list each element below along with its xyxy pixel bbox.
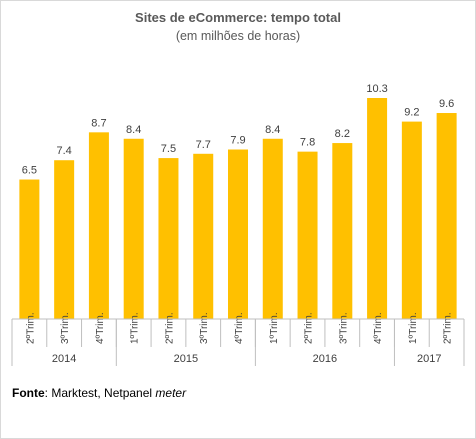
bar bbox=[88, 132, 109, 319]
bar bbox=[332, 143, 353, 319]
value-label: 10.3 bbox=[366, 83, 387, 95]
bar bbox=[297, 151, 318, 319]
value-label: 9.2 bbox=[404, 107, 419, 119]
source-separator: : bbox=[44, 386, 49, 400]
source-text: Marktest, Netpanel bbox=[48, 386, 156, 400]
category-label: 3ºTrim. bbox=[338, 312, 349, 344]
year-label: 2015 bbox=[174, 353, 198, 365]
bar bbox=[367, 98, 388, 319]
category-label: 4ºTrim. bbox=[95, 312, 106, 344]
value-label: 9.6 bbox=[439, 98, 454, 110]
value-label: 7.5 bbox=[161, 143, 176, 155]
category-label: 3ºTrim. bbox=[199, 312, 210, 344]
bar bbox=[228, 149, 248, 319]
bar bbox=[193, 153, 214, 319]
value-label: 7.7 bbox=[196, 139, 211, 151]
year-label: 2016 bbox=[313, 353, 337, 365]
bar bbox=[19, 179, 40, 319]
category-label: 2ºTrim. bbox=[304, 312, 315, 344]
value-label: 8.2 bbox=[335, 128, 350, 140]
category-label: 2ºTrim. bbox=[164, 312, 175, 344]
year-label: 2014 bbox=[52, 353, 76, 365]
value-label: 8.4 bbox=[265, 124, 280, 136]
value-label: 6.5 bbox=[22, 165, 37, 177]
value-label: 7.8 bbox=[300, 137, 315, 149]
bar bbox=[54, 160, 75, 319]
source-label: Fonte bbox=[12, 386, 45, 400]
category-label: 2ºTrim. bbox=[443, 312, 454, 344]
value-label: 7.4 bbox=[57, 145, 72, 157]
category-label: 2ºTrim. bbox=[25, 312, 36, 344]
category-label: 4ºTrim. bbox=[234, 312, 245, 344]
chart-title: Sites de eCommerce: tempo total bbox=[135, 10, 341, 25]
category-label: 1ºTrim. bbox=[269, 312, 280, 344]
category-label: 3ºTrim. bbox=[60, 312, 71, 344]
chart-subtitle: (em milhões de horas) bbox=[175, 29, 301, 43]
category-label: 4ºTrim. bbox=[373, 312, 384, 344]
source-note: Fonte: Marktest, Netpanel meter bbox=[12, 386, 186, 400]
value-label: 8.7 bbox=[91, 117, 106, 129]
value-label: 7.9 bbox=[230, 135, 245, 147]
bar bbox=[401, 121, 422, 319]
source-emphasis: meter bbox=[155, 386, 187, 400]
bar bbox=[158, 158, 179, 319]
bar bbox=[262, 138, 283, 319]
value-label: 8.4 bbox=[126, 124, 141, 136]
category-label: 1ºTrim. bbox=[408, 312, 419, 344]
year-label: 2017 bbox=[417, 353, 441, 365]
bar bbox=[123, 138, 144, 319]
bar bbox=[436, 113, 457, 320]
category-label: 1ºTrim. bbox=[130, 312, 141, 344]
